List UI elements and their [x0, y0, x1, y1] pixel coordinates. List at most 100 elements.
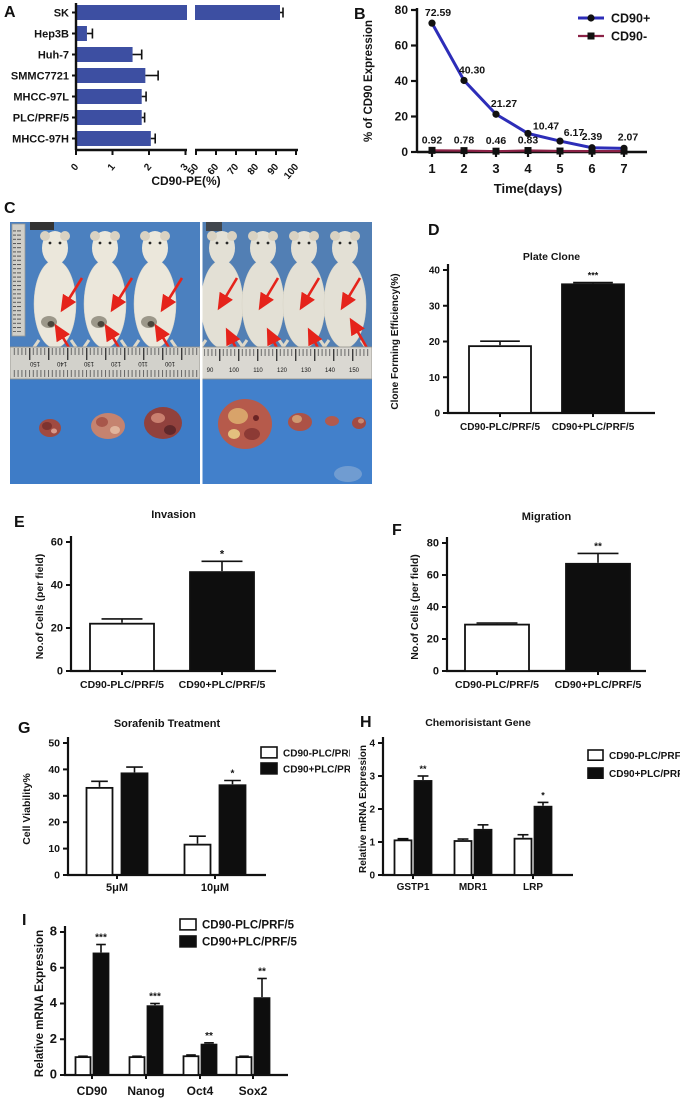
svg-text:100: 100: [164, 360, 175, 366]
red-arrow: [299, 277, 321, 311]
svg-text:20: 20: [48, 817, 60, 829]
svg-text:0.83: 0.83: [518, 135, 539, 147]
red-arrow: [258, 277, 280, 311]
svg-text:150: 150: [29, 360, 40, 366]
svg-text:Migration: Migration: [522, 511, 572, 523]
tumor: [151, 413, 165, 423]
svg-text:40: 40: [48, 764, 60, 776]
svg-text:40: 40: [51, 580, 63, 592]
panel-c-mice-tumor-photo: 150 140 130 120 110 100 90 100 110 120 130 140 150: [10, 222, 372, 484]
svg-text:2: 2: [50, 1031, 57, 1046]
panel-label-d: D: [428, 222, 440, 239]
tumor: [352, 417, 366, 429]
tumor: [144, 407, 182, 439]
svg-text:CD90+: CD90+: [611, 12, 650, 26]
svg-text:GSTP1: GSTP1: [397, 882, 430, 893]
svg-text:**: **: [419, 764, 427, 774]
panel-b-cd90-timecourse-line-chart: 0 20 40 60 80 % of CD90 Expression 1 2 3 4 5 6 7 Time…: [363, 3, 650, 196]
panel-a-cd90-expression-bar-chart: SK Hep3B Huh-7 SMMC7721 MHCC-97L PLC/PRF/5 MHC…: [11, 3, 302, 188]
svg-text:130: 130: [301, 368, 312, 374]
svg-text:20: 20: [51, 623, 63, 635]
svg-text:Relative mRNA Expression: Relative mRNA Expression: [358, 745, 369, 873]
tumor: [164, 425, 176, 435]
svg-text:110: 110: [138, 360, 148, 366]
svg-text:Plate Clone: Plate Clone: [523, 251, 580, 263]
svg-text:*: *: [231, 768, 235, 779]
photo-artwork: 150 140 130 120 110 100 90 100 110 120 130 140 150: [10, 222, 372, 484]
red-arrow: [160, 277, 184, 313]
svg-text:Chemorisistant Gene: Chemorisistant Gene: [425, 717, 531, 729]
tumor: [325, 416, 339, 426]
svg-text:3: 3: [179, 162, 191, 174]
svg-text:0.46: 0.46: [486, 135, 507, 147]
red-arrow: [349, 317, 369, 349]
svg-text:CD90+PLC/PRF/5: CD90+PLC/PRF/5: [179, 679, 266, 691]
svg-text:60: 60: [395, 39, 409, 53]
svg-text:CD90-PLC/PRF/5: CD90-PLC/PRF/5: [460, 422, 540, 433]
svg-text:150: 150: [349, 368, 360, 374]
svg-text:**: **: [594, 541, 602, 552]
svg-text:20: 20: [395, 110, 409, 124]
svg-text:70: 70: [226, 162, 242, 178]
tumor: [51, 428, 57, 434]
svg-text:CD90+PLC/PRF/5: CD90+PLC/PRF/5: [283, 765, 350, 776]
svg-text:0.92: 0.92: [422, 134, 443, 146]
svg-text:Sox2: Sox2: [239, 1084, 268, 1098]
tumor: [292, 415, 302, 423]
red-arrow: [110, 277, 134, 313]
svg-text:2.07: 2.07: [618, 131, 639, 143]
svg-text:CD90-PLC/PRF/5: CD90-PLC/PRF/5: [80, 679, 164, 691]
svg-text:140: 140: [56, 360, 67, 366]
svg-text:CD90-PLC/PRF/5: CD90-PLC/PRF/5: [283, 749, 350, 760]
svg-text:6: 6: [588, 161, 595, 176]
svg-text:Hep3B: Hep3B: [34, 28, 69, 40]
svg-text:6: 6: [50, 959, 57, 974]
svg-text:*: *: [220, 548, 225, 560]
svg-text:CD90+PLC/PRF/5: CD90+PLC/PRF/5: [552, 422, 635, 433]
svg-text:10: 10: [429, 373, 441, 384]
svg-text:20: 20: [429, 337, 441, 348]
svg-text:No.of Cells (per field): No.of Cells (per field): [34, 554, 46, 660]
svg-text:MHCC-97L: MHCC-97L: [13, 91, 69, 103]
svg-text:CD90-PLC/PRF/5: CD90-PLC/PRF/5: [455, 679, 539, 691]
svg-text:100: 100: [229, 368, 240, 374]
panel-label-b: B: [354, 6, 366, 23]
red-arrow: [60, 277, 84, 313]
svg-text:4: 4: [50, 995, 58, 1010]
svg-text:3: 3: [492, 161, 499, 176]
svg-text:CD90+PLC/PRF/5: CD90+PLC/PRF/5: [555, 679, 642, 691]
svg-text:110: 110: [253, 368, 263, 374]
svg-text:40.30: 40.30: [459, 64, 485, 76]
tumor: [42, 422, 52, 430]
tumor: [358, 418, 364, 424]
svg-text:72.59: 72.59: [425, 7, 451, 19]
svg-text:140: 140: [325, 368, 336, 374]
panel-label-f: F: [392, 522, 402, 539]
svg-text:40: 40: [429, 266, 441, 277]
tumor: [96, 417, 108, 427]
tumor: [244, 428, 260, 440]
svg-text:SK: SK: [54, 7, 69, 19]
svg-text:CD90-PE(%): CD90-PE(%): [151, 174, 220, 188]
tumor: [91, 413, 125, 439]
svg-text:130: 130: [83, 360, 94, 366]
svg-text:***: ***: [149, 992, 161, 1003]
svg-text:10.47: 10.47: [533, 120, 559, 132]
svg-text:CD90-: CD90-: [611, 30, 647, 44]
svg-text:4: 4: [524, 161, 532, 176]
svg-text:2.39: 2.39: [582, 131, 603, 143]
svg-text:LRP: LRP: [523, 882, 543, 893]
svg-text:0: 0: [69, 162, 81, 174]
svg-text:MDR1: MDR1: [459, 882, 488, 893]
svg-text:80: 80: [427, 538, 439, 550]
panel-h-chemoresistant-gene-grouped-bar-chart: 0 1 2 3 4 Chemorisistant Gene Relative mRNA Ex…: [358, 717, 680, 893]
svg-text:100: 100: [282, 162, 301, 182]
svg-text:% of CD90 Expression: % of CD90 Expression: [363, 20, 375, 142]
svg-text:**: **: [258, 966, 266, 977]
svg-text:20: 20: [427, 634, 439, 646]
svg-text:5: 5: [556, 161, 563, 176]
svg-text:5μM: 5μM: [106, 882, 128, 894]
svg-text:**: **: [205, 1031, 213, 1042]
svg-text:Oct4: Oct4: [187, 1084, 214, 1098]
